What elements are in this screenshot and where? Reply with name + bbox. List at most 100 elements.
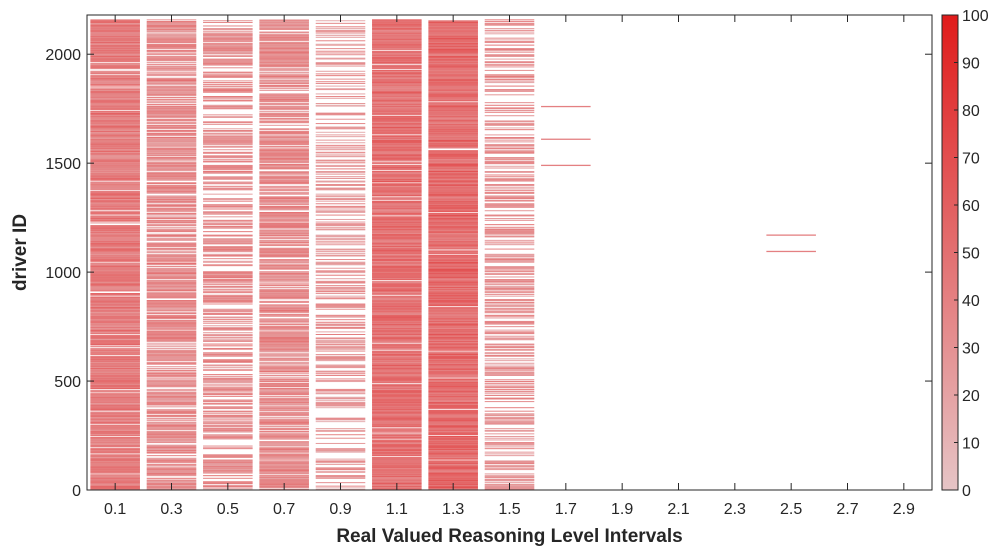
- heatmap-cell: [203, 388, 253, 390]
- heatmap-cell: [203, 52, 253, 54]
- heatmap-cell: [372, 137, 422, 139]
- heatmap-cell: [428, 48, 478, 50]
- heatmap-cell: [90, 76, 140, 78]
- heatmap-cell: [203, 424, 253, 426]
- heatmap-cell: [315, 224, 366, 226]
- heatmap-cell: [372, 328, 422, 330]
- heatmap-cell: [203, 470, 253, 472]
- heatmap-cell: [90, 171, 140, 173]
- heatmap-cell: [203, 375, 253, 377]
- heatmap-cell: [90, 314, 140, 316]
- heatmap-cell: [259, 171, 309, 173]
- heatmap-cell: [146, 105, 197, 107]
- heatmap-cell: [146, 168, 197, 170]
- heatmap-cell: [259, 89, 309, 91]
- heatmap-cell: [372, 220, 422, 222]
- heatmap-cell: [372, 374, 422, 376]
- heatmap-cell: [315, 451, 366, 453]
- heatmap-cell: [259, 451, 309, 453]
- heatmap-cell: [203, 317, 253, 319]
- heatmap-cell: [428, 473, 478, 475]
- heatmap-cell: [315, 298, 366, 300]
- heatmap-cell: [90, 316, 140, 318]
- heatmap-cell: [203, 322, 253, 324]
- heatmap-cell: [428, 22, 478, 24]
- heatmap-cell: [428, 446, 478, 448]
- heatmap-cell: [484, 148, 535, 150]
- colorbar-tick-label: 80: [962, 103, 980, 120]
- heatmap-cell: [203, 320, 253, 322]
- heatmap-cell: [372, 454, 422, 456]
- heatmap-cell: [259, 382, 309, 384]
- heatmap-cell: [146, 449, 197, 451]
- heatmap-cell: [146, 116, 197, 118]
- heatmap-cell: [372, 56, 422, 58]
- heatmap-cell: [484, 48, 535, 50]
- heatmap-cell: [428, 135, 478, 137]
- heatmap-cell: [428, 50, 478, 52]
- heatmap-cell: [315, 476, 366, 478]
- heatmap-cell: [90, 116, 140, 118]
- heatmap-cell: [90, 290, 140, 292]
- heatmap-cell: [428, 327, 478, 329]
- heatmap-cell: [428, 139, 478, 141]
- heatmap-cell: [259, 436, 309, 438]
- heatmap-cell: [428, 337, 478, 339]
- heatmap-cell: [484, 232, 535, 234]
- heatmap-cell: [372, 89, 422, 91]
- heatmap-cell: [372, 231, 422, 233]
- heatmap-cell: [90, 52, 140, 54]
- heatmap-cell: [259, 68, 309, 70]
- heatmap-cell: [484, 329, 535, 331]
- heatmap-cell: [259, 262, 309, 264]
- heatmap-cell: [203, 224, 253, 226]
- heatmap-cell: [203, 328, 253, 330]
- heatmap-cell: [428, 231, 478, 233]
- heatmap-cell: [146, 115, 197, 117]
- heatmap-cell: [90, 306, 140, 308]
- heatmap-cell: [259, 278, 309, 280]
- heatmap-cell: [315, 365, 366, 367]
- heatmap-cell: [484, 276, 535, 278]
- heatmap-cell: [146, 175, 197, 177]
- heatmap-cell: [372, 396, 422, 398]
- heatmap-cell: [484, 137, 535, 139]
- heatmap-cell: [259, 212, 309, 214]
- heatmap-cell: [372, 340, 422, 342]
- heatmap-cell: [146, 150, 197, 152]
- heatmap-cell: [259, 309, 309, 311]
- heatmap-cell: [428, 260, 478, 262]
- heatmap-cell: [372, 312, 422, 314]
- heatmap-cell: [372, 443, 422, 445]
- heatmap-cell: [372, 198, 422, 200]
- heatmap-cell: [259, 265, 309, 267]
- heatmap-cell: [259, 476, 309, 478]
- heatmap-cell: [259, 55, 309, 57]
- heatmap-cell: [146, 281, 197, 283]
- heatmap-cell: [484, 82, 535, 84]
- heatmap-cell: [90, 129, 140, 131]
- heatmap-cell: [372, 388, 422, 390]
- heatmap-cell: [372, 150, 422, 152]
- heatmap-cell: [259, 411, 309, 413]
- heatmap-cell: [90, 418, 140, 420]
- heatmap-cell: [372, 444, 422, 446]
- heatmap-cell: [259, 38, 309, 40]
- heatmap-cell: [90, 239, 140, 241]
- heatmap-cell: [484, 63, 535, 65]
- heatmap-cell: [484, 314, 535, 316]
- heatmap-cell: [203, 460, 253, 462]
- heatmap-cell: [259, 112, 309, 114]
- heatmap-cell: [146, 217, 197, 219]
- heatmap-cell: [428, 321, 478, 323]
- heatmap-cell: [315, 471, 366, 473]
- heatmap-cell: [428, 25, 478, 27]
- heatmap-cell: [428, 131, 478, 133]
- heatmap-cell: [90, 176, 140, 178]
- heatmap-cell: [372, 76, 422, 78]
- heatmap-cell: [203, 329, 253, 331]
- heatmap-cell: [372, 122, 422, 124]
- heatmap-cell: [315, 360, 366, 362]
- heatmap-cell: [372, 277, 422, 279]
- heatmap-cell: [259, 69, 309, 71]
